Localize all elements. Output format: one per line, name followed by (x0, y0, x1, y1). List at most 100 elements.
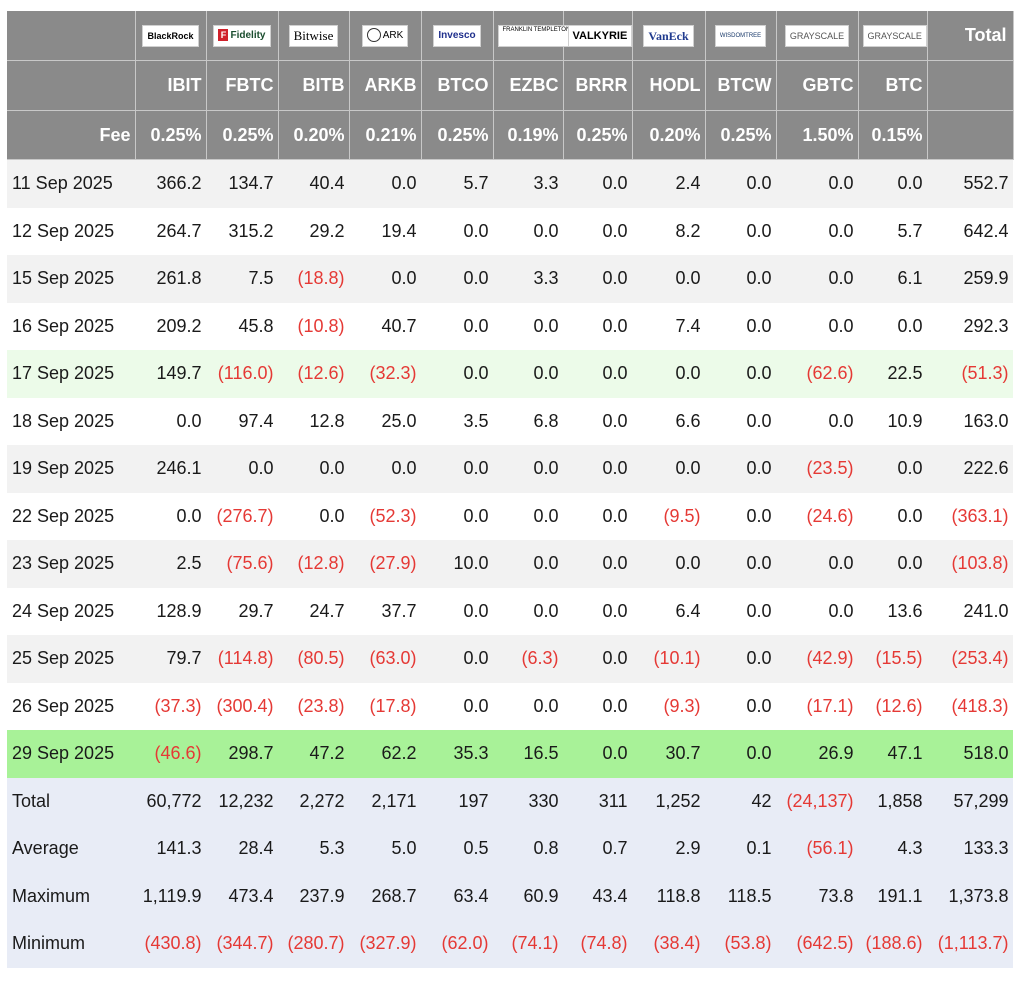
flow-cell-gbtc: 0.0 (776, 255, 858, 303)
flow-cell-brrr: 0.0 (563, 159, 632, 208)
flow-cell-btcw: 0.0 (705, 159, 776, 208)
summary-cell-btc: 4.3 (858, 825, 927, 873)
ticker-bitb: BITB (278, 60, 350, 111)
summary-cell-fbtc: (344.7) (206, 920, 278, 968)
flow-cell-bitb: 24.7 (278, 587, 349, 635)
row-total: 642.4 (927, 207, 1013, 255)
summary-cell-fbtc: 12,232 (206, 777, 278, 825)
fee-ezbc: 0.19% (493, 110, 564, 160)
summary-cell-gbtc: (642.5) (776, 920, 858, 968)
summary-cell-btco: 63.4 (421, 872, 493, 920)
summary-cell-ezbc: 60.9 (493, 872, 563, 920)
summary-cell-brrr: 0.7 (563, 825, 632, 873)
flow-cell-btco: 0.0 (421, 445, 493, 493)
grayscale-btc-logo: GRAYSCALE (862, 24, 927, 47)
flow-cell-ibit: 261.8 (135, 255, 206, 303)
summary-cell-hodl: 118.8 (632, 872, 705, 920)
flow-cell-bitb: (12.8) (278, 540, 349, 588)
summary-cell-arkb: (327.9) (349, 920, 421, 968)
flow-cell-btco: 0.0 (421, 682, 493, 730)
row-total: (363.1) (927, 492, 1013, 540)
fee-ibit: 0.25% (135, 110, 207, 160)
flow-cell-ibit: (46.6) (135, 730, 206, 778)
valkyrie-logo: VALKYRIE (567, 24, 633, 47)
ark-logo-text: ARK (382, 29, 404, 41)
flow-cell-gbtc: (23.5) (776, 445, 858, 493)
etf-flows-table-container: BlackRock F Fidelity Bitwise ARK Invesco … (7, 11, 1014, 968)
summary-row-minimum: Minimum (430.8) (344.7) (280.7) (327.9) (62.0… (7, 920, 1013, 968)
flow-cell-ezbc: (6.3) (493, 635, 563, 683)
fee-gbtc: 1.50% (776, 110, 859, 160)
row-total: 241.0 (927, 587, 1013, 635)
summary-cell-gbtc: 73.8 (776, 872, 858, 920)
row-date: 18 Sep 2025 (7, 397, 135, 445)
flow-cell-btco: 5.7 (421, 159, 493, 208)
row-date: 26 Sep 2025 (7, 682, 135, 730)
flow-cell-bitb: (18.8) (278, 255, 349, 303)
row-total: 259.9 (927, 255, 1013, 303)
table-row: 16 Sep 2025 209.2 45.8 (10.8) 40.7 0.0 0.0 0.0 7… (7, 302, 1013, 350)
flow-cell-ezbc: 0.0 (493, 302, 563, 350)
summary-cell-arkb: 268.7 (349, 872, 421, 920)
ticker-btc: BTC (858, 60, 928, 111)
flow-cell-arkb: 0.0 (349, 255, 421, 303)
summary-cell-ezbc: 330 (493, 777, 563, 825)
flow-cell-btc: 0.0 (858, 159, 927, 208)
summary-total: (1,113.7) (927, 920, 1013, 968)
table-row: 18 Sep 2025 0.0 97.4 12.8 25.0 3.5 6.8 0.0 6.6 0.… (7, 397, 1013, 445)
flow-cell-fbtc: (116.0) (206, 350, 278, 398)
row-date: 12 Sep 2025 (7, 207, 135, 255)
flow-cell-ezbc: 0.0 (493, 587, 563, 635)
fee-arkb: 0.21% (349, 110, 422, 160)
flow-cell-arkb: (27.9) (349, 540, 421, 588)
total-column-header: Total (927, 11, 1014, 61)
summary-cell-bitb: 237.9 (278, 872, 349, 920)
flow-cell-btcw: 0.0 (705, 682, 776, 730)
summary-cell-ibit: 141.3 (135, 825, 206, 873)
flow-cell-hodl: 0.0 (632, 255, 705, 303)
table-row: 19 Sep 2025 246.1 0.0 0.0 0.0 0.0 0.0 0.0 0.0 0.0… (7, 445, 1013, 493)
flow-cell-fbtc: (114.8) (206, 635, 278, 683)
flow-cell-fbtc: (75.6) (206, 540, 278, 588)
summary-cell-btc: 1,858 (858, 777, 927, 825)
flows-table-body: 11 Sep 2025 366.2 134.7 40.4 0.0 5.7 3.3 0.0 2.4… (7, 159, 1013, 968)
flow-cell-hodl: 6.4 (632, 587, 705, 635)
ticker-brrr: BRRR (563, 60, 633, 111)
row-total: (253.4) (927, 635, 1013, 683)
flow-cell-arkb: 0.0 (349, 159, 421, 208)
ticker-btcw: BTCW (705, 60, 777, 111)
flow-cell-btcw: 0.0 (705, 492, 776, 540)
flow-cell-arkb: (63.0) (349, 635, 421, 683)
flow-cell-hodl: 8.2 (632, 207, 705, 255)
flow-cell-btco: 35.3 (421, 730, 493, 778)
ark-logo: ARK (361, 24, 409, 47)
summary-label: Total (7, 777, 135, 825)
flow-cell-btco: 0.0 (421, 587, 493, 635)
fee-btcw: 0.25% (705, 110, 777, 160)
summary-cell-gbtc: (56.1) (776, 825, 858, 873)
flow-cell-brrr: 0.0 (563, 730, 632, 778)
summary-label: Average (7, 825, 135, 873)
flow-cell-gbtc: 0.0 (776, 159, 858, 208)
flow-cell-btco: 3.5 (421, 397, 493, 445)
fidelity-logo-text: Fidelity (230, 29, 266, 41)
flow-cell-ezbc: 0.0 (493, 445, 563, 493)
fee-row: Fee 0.25% 0.25% 0.20% 0.21% 0.25% 0.19% … (7, 110, 1014, 160)
flow-cell-hodl: 7.4 (632, 302, 705, 350)
summary-cell-bitb: 5.3 (278, 825, 349, 873)
flow-cell-brrr: 0.0 (563, 445, 632, 493)
flow-cell-btcw: 0.0 (705, 540, 776, 588)
fee-bitb: 0.20% (278, 110, 350, 160)
flow-cell-arkb: 0.0 (349, 445, 421, 493)
summary-cell-btc: (188.6) (858, 920, 927, 968)
issuer-logo-row: BlackRock F Fidelity Bitwise ARK Invesco … (7, 11, 1014, 61)
ticker-row: IBIT FBTC BITB ARKB BTCO EZBC BRRR HODL … (7, 60, 1014, 111)
flow-cell-fbtc: 97.4 (206, 397, 278, 445)
row-total: 163.0 (927, 397, 1013, 445)
flow-cell-btc: 22.5 (858, 350, 927, 398)
flow-cell-gbtc: 0.0 (776, 540, 858, 588)
flow-cell-ezbc: 0.0 (493, 207, 563, 255)
row-date: 15 Sep 2025 (7, 255, 135, 303)
flow-cell-bitb: (10.8) (278, 302, 349, 350)
row-date: 17 Sep 2025 (7, 350, 135, 398)
